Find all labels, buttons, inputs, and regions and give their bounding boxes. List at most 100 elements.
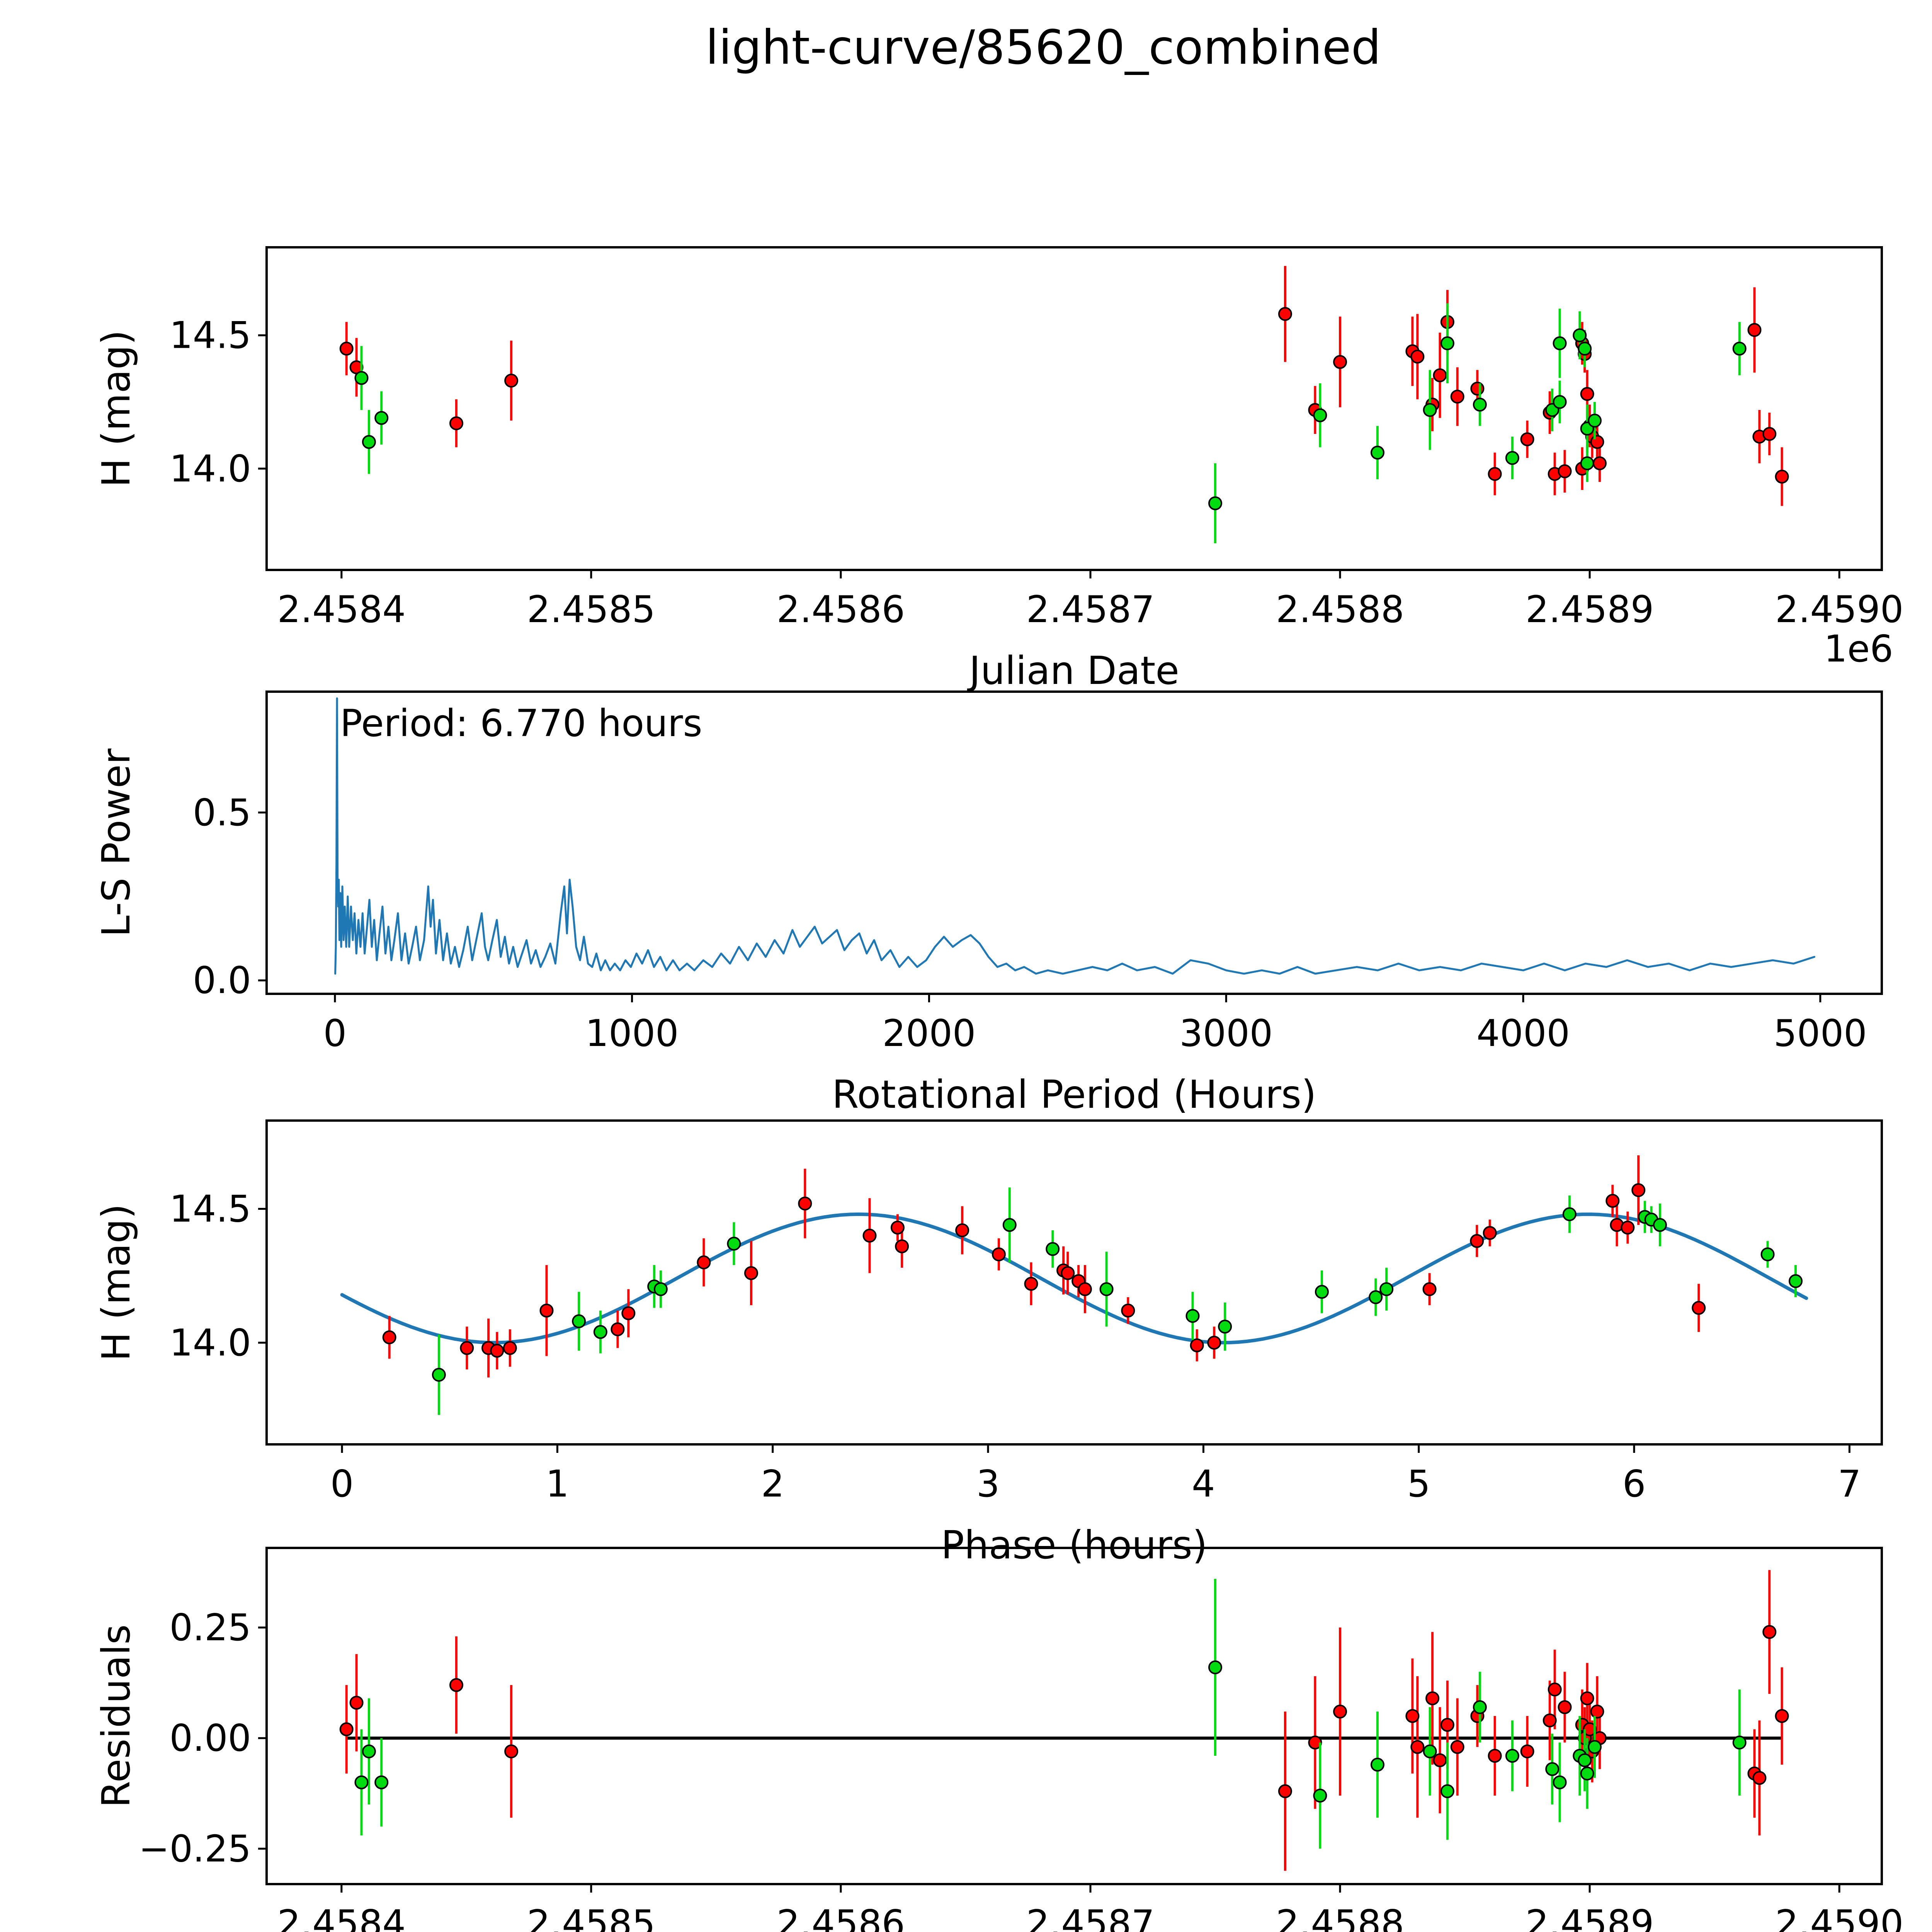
data-point — [504, 374, 519, 388]
y-axis-label: H (mag) — [94, 1204, 139, 1361]
x-tick-label: 0 — [323, 1012, 347, 1055]
x-tick-label: 2.4585 — [527, 588, 655, 631]
data-point — [1692, 1301, 1706, 1315]
data-point — [1488, 467, 1502, 481]
x-tick-label: 2.4590 — [1775, 588, 1903, 631]
data-point — [1370, 446, 1384, 460]
data-point — [1505, 1749, 1519, 1763]
data-point — [1218, 1320, 1232, 1334]
data-point — [374, 1775, 389, 1789]
panel-phase-mag: 0 1 2 3 4 5 6 7 14.0 14.5 Phase (hours) H (mag) — [94, 1119, 1883, 1568]
data-point — [1592, 456, 1607, 470]
x-axis-offset-label: 1e6 — [1824, 628, 1893, 670]
data-point — [621, 1306, 636, 1320]
period-annotation: Period: 6.770 hours — [340, 702, 702, 745]
y-tick-label: 14.0 — [169, 1322, 251, 1364]
y-tick-label: 0.5 — [193, 792, 251, 834]
data-point — [339, 1722, 354, 1736]
data-point — [1024, 1277, 1038, 1291]
sinusoid-fit-curve — [340, 1212, 1808, 1345]
data-point — [1315, 1285, 1329, 1299]
data-point — [955, 1223, 969, 1237]
data-point — [449, 1678, 464, 1692]
panel-frame — [265, 1547, 1883, 1885]
data-point — [1548, 1682, 1562, 1697]
data-point — [1520, 432, 1534, 446]
y-axis-label: Residuals — [94, 1624, 139, 1808]
data-point — [1433, 1753, 1447, 1767]
data-point — [1543, 1713, 1557, 1728]
x-tick-label: 2.4584 — [277, 1903, 406, 1932]
data-point — [697, 1255, 711, 1270]
data-point — [1208, 1660, 1223, 1675]
data-point — [1450, 389, 1464, 404]
data-point — [1505, 451, 1519, 465]
data-point — [1422, 1282, 1437, 1296]
data-point — [1580, 456, 1594, 470]
y-tick-label: 0.0 — [193, 959, 251, 1002]
panel-periodogram: 0 1000 2000 3000 4000 5000 0.0 0.5 Rotational Pe… — [94, 690, 1883, 1117]
x-tick-label: 4 — [1192, 1463, 1215, 1505]
data-point — [1488, 1749, 1502, 1763]
x-tick-label: 2.4589 — [1526, 588, 1654, 631]
data-point — [1573, 328, 1587, 342]
data-point — [1775, 1709, 1789, 1723]
x-tick-label: 2.4589 — [1526, 1903, 1654, 1932]
panel-jd-mag: 2.4584 2.4585 2.4586 2.4587 2.4588 2.4589 2.45… — [94, 246, 1903, 693]
data-point — [1208, 496, 1223, 510]
data-point — [1605, 1194, 1620, 1208]
data-point — [1545, 1762, 1560, 1776]
data-point — [611, 1322, 625, 1337]
data-point — [1440, 336, 1454, 350]
x-axis-label: Julian Date — [967, 648, 1179, 693]
data-point — [1450, 1740, 1464, 1754]
x-tick-label: 2.4587 — [1026, 1903, 1155, 1932]
data-point — [539, 1303, 554, 1318]
panel-frame — [265, 1119, 1883, 1446]
data-point — [1078, 1282, 1092, 1296]
data-point — [449, 416, 464, 430]
data-point — [1558, 464, 1572, 478]
x-tick-label: 0 — [330, 1463, 354, 1505]
y-axis-label: H (mag) — [94, 330, 139, 487]
data-point — [1002, 1218, 1017, 1232]
data-point — [572, 1314, 586, 1328]
data-point — [1580, 387, 1594, 401]
data-point — [1775, 469, 1789, 484]
data-point — [503, 1341, 517, 1355]
data-point — [1732, 1735, 1747, 1750]
data-point — [1578, 342, 1592, 356]
data-point — [1789, 1274, 1803, 1288]
data-point — [1410, 1740, 1425, 1754]
data-point — [1433, 368, 1447, 383]
panel-frame — [265, 246, 1883, 571]
x-tick-label: 3 — [976, 1463, 1000, 1505]
data-point — [1621, 1221, 1635, 1235]
data-point — [1588, 1740, 1602, 1754]
data-point — [992, 1247, 1006, 1262]
x-tick-label: 5000 — [1774, 1012, 1867, 1055]
data-point — [1760, 1247, 1775, 1262]
data-point — [1732, 342, 1747, 356]
data-point — [1747, 323, 1762, 337]
x-tick-label: 2.4587 — [1026, 588, 1155, 631]
data-point — [1590, 435, 1604, 449]
data-point — [1333, 355, 1347, 369]
x-tick-label: 7 — [1838, 1463, 1861, 1505]
data-point — [890, 1221, 905, 1235]
data-point — [1369, 1290, 1383, 1304]
data-point — [1423, 403, 1437, 417]
data-point — [460, 1341, 474, 1355]
data-point — [1470, 381, 1485, 396]
x-tick-label: 2.4586 — [777, 1903, 905, 1932]
data-point — [744, 1266, 758, 1280]
data-point — [1473, 398, 1487, 412]
x-tick-label: 6 — [1622, 1463, 1646, 1505]
data-point — [862, 1228, 877, 1243]
data-point — [362, 435, 376, 449]
x-tick-label: 2.4588 — [1276, 588, 1404, 631]
data-point — [1583, 1722, 1597, 1736]
data-point — [1333, 1704, 1347, 1719]
data-point — [1278, 307, 1292, 321]
data-point — [1099, 1282, 1114, 1296]
